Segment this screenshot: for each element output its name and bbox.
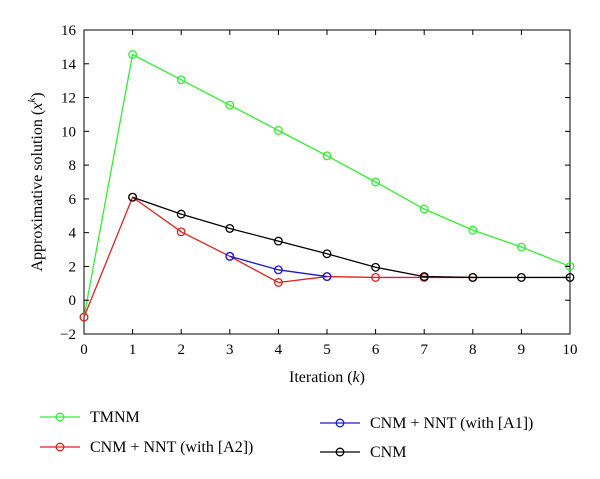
y-tick-label: −2 [60, 327, 76, 343]
data-point [128, 50, 138, 59]
legend-item: CNM + NNT (with [A1]) [320, 415, 533, 432]
data-point [176, 209, 186, 219]
legend-swatch-marker [335, 447, 345, 457]
data-point [225, 100, 235, 110]
series-layer [79, 50, 575, 322]
data-point [273, 265, 283, 275]
x-axis-title-var: k [353, 369, 361, 386]
x-tick-label: 8 [469, 342, 477, 358]
x-axis-title: Iteration (k) [289, 369, 365, 386]
y-tick-label: 4 [69, 226, 77, 242]
data-point [468, 225, 478, 235]
series-0 [79, 50, 575, 322]
data-point [419, 272, 429, 282]
y-tick-label: 0 [69, 293, 77, 309]
series-line [132, 196, 570, 279]
y-axis-title: Approximative solution (xk) [26, 92, 46, 271]
y-tick-label: 14 [61, 57, 77, 73]
series-line [83, 196, 473, 318]
legend-label: CNM + NNT (with [A1]) [370, 415, 533, 432]
legend-swatch-marker [55, 442, 65, 452]
legend-swatch-marker [335, 418, 345, 428]
y-axis: −2 0 2 4 6 8 10 12 14 16 [60, 23, 570, 343]
y-tick-label: 8 [69, 158, 77, 174]
plot-area [79, 29, 575, 335]
x-tick-label: 7 [420, 342, 428, 358]
x-axis: 0 1 2 3 4 5 6 7 8 9 10 [80, 30, 578, 358]
legend: TMNM CNM + NNT (with [A2]) CNM + NNT (with… [40, 409, 533, 461]
x-tick-label: 1 [129, 342, 137, 358]
series-line [83, 53, 571, 318]
legend-label: CNM + NNT (with [A2]) [90, 439, 253, 456]
data-point [468, 272, 478, 282]
x-tick-label: 2 [177, 342, 185, 358]
x-tick-label: 10 [563, 342, 578, 358]
x-tick-label: 5 [323, 342, 331, 358]
series-1 [79, 192, 478, 322]
data-point [273, 126, 283, 135]
data-point [419, 204, 429, 214]
legend-item: TMNM [40, 409, 140, 426]
legend-item: CNM + NNT (with [A2]) [40, 439, 253, 456]
series-2 [225, 251, 332, 282]
legend-label: CNM [370, 444, 406, 461]
data-point [371, 262, 381, 272]
data-point [516, 242, 526, 252]
x-tick-label: 3 [226, 342, 234, 358]
data-point [79, 312, 89, 322]
y-tick-label: 6 [69, 192, 77, 208]
y-axis-title-var: x [29, 103, 46, 111]
y-tick-label: 10 [61, 124, 76, 140]
series-line [229, 255, 328, 278]
x-axis-title-main: Iteration ( [289, 369, 353, 386]
x-tick-label: 0 [80, 342, 88, 358]
y-axis-title-sup: k [26, 97, 38, 103]
data-point [273, 236, 283, 246]
data-point [565, 272, 575, 282]
y-axis-title-close: ) [29, 92, 46, 97]
y-tick-label: 16 [61, 23, 77, 39]
data-point [176, 227, 186, 237]
data-point [322, 249, 332, 259]
legend-item: CNM [320, 444, 406, 461]
y-tick-label: 2 [69, 259, 77, 275]
series-3 [128, 192, 575, 282]
data-point [273, 278, 283, 287]
data-point [176, 75, 186, 85]
data-point [322, 151, 332, 161]
x-tick-label: 6 [372, 342, 380, 358]
plot-frame [83, 29, 571, 335]
data-point [128, 192, 138, 202]
data-point [371, 177, 381, 187]
x-axis-title-close: ) [360, 369, 365, 386]
x-tick-label: 4 [275, 342, 283, 358]
legend-swatch-marker [55, 412, 65, 422]
y-tick-label: 12 [61, 91, 76, 107]
y-axis-title-main: Approximative solution ( [29, 110, 46, 272]
data-point [225, 223, 235, 233]
x-tick-label: 9 [518, 342, 526, 358]
data-point [225, 251, 235, 261]
data-point [516, 272, 526, 282]
legend-label: TMNM [90, 409, 140, 426]
data-point [322, 272, 332, 282]
data-point [371, 272, 381, 282]
